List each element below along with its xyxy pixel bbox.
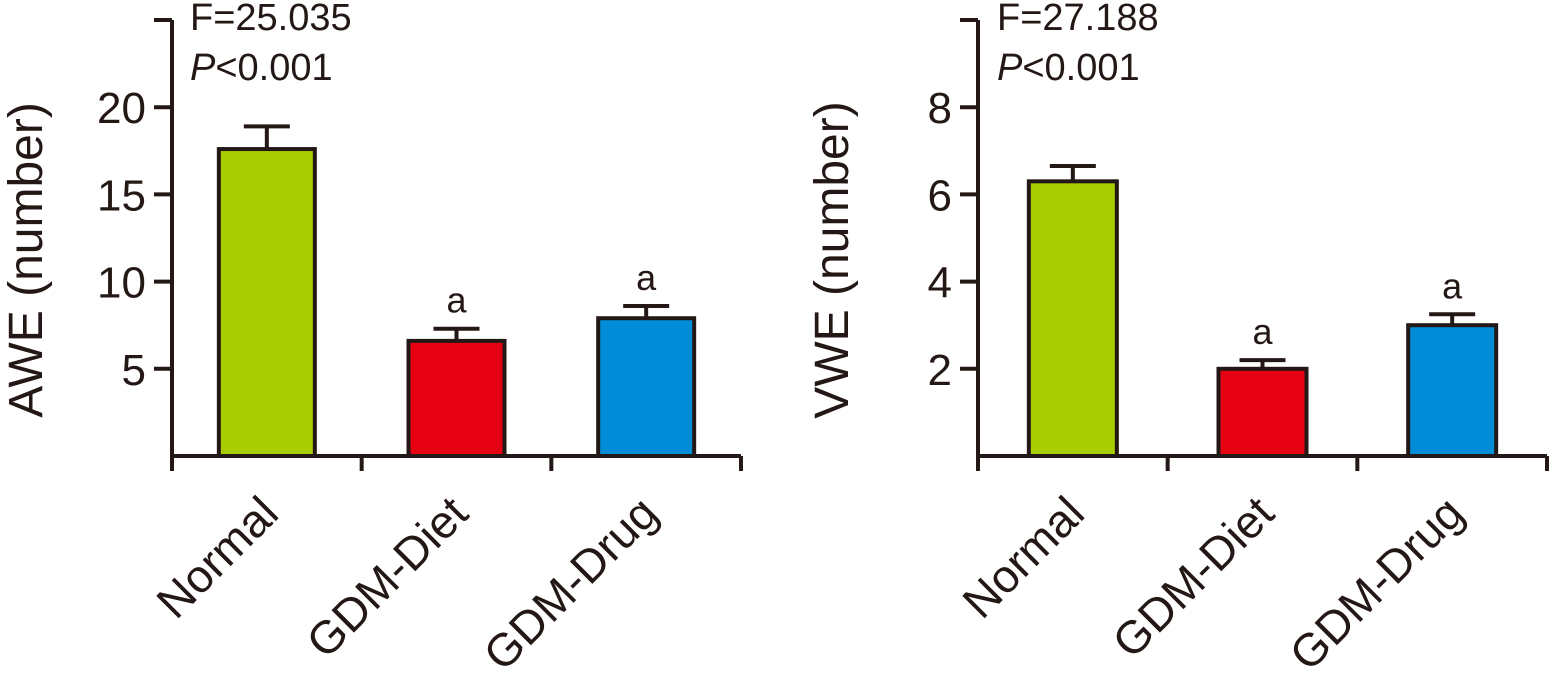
y-axis-title: AWE (number) (0, 102, 53, 418)
significance-label: a (1442, 265, 1463, 306)
y-tick-label: 2 (928, 346, 952, 395)
p-symbol: P (997, 47, 1023, 89)
x-category-label: GDM-Diet (296, 486, 477, 667)
y-tick-label: 6 (928, 171, 952, 220)
y-tick-label: 5 (122, 346, 146, 395)
bar-gdm-drug (596, 316, 697, 458)
p-symbol: P (190, 47, 216, 89)
f-statistic: F=25.035 (190, 0, 352, 39)
x-category-label: Normal (952, 486, 1094, 628)
x-category-label: GDM-Diet (1102, 486, 1283, 667)
y-tick-label: 4 (928, 259, 952, 308)
x-category-label: GDM-Drug (473, 486, 667, 680)
y-axis-title: VWE (number) (806, 101, 859, 418)
bar-gdm-drug (1406, 323, 1499, 459)
awe-chart-panel: AWE (number) F=25.035 P<0.001 5 10 15 20 Nor… (0, 0, 743, 680)
p-value-annotation: P<0.001 (190, 47, 333, 89)
significance-label: a (446, 280, 467, 321)
x-category-label: Normal (146, 486, 288, 628)
bar-gdm-diet (406, 338, 507, 458)
p-value: <0.001 (215, 47, 332, 89)
vwe-chart-panel: VWE (number) F=27.188 P<0.001 2 4 6 8 Normal… (806, 0, 1549, 680)
significance-label: a (1252, 311, 1273, 352)
y-tick-label: 15 (97, 171, 146, 220)
y-tick-label: 10 (97, 259, 146, 308)
bar-normal (216, 147, 317, 458)
bar-normal (1026, 179, 1119, 458)
y-tick-label: 20 (97, 84, 146, 133)
x-category-label: GDM-Drug (1279, 486, 1473, 680)
y-tick-label: 8 (928, 84, 952, 133)
significance-label: a (636, 257, 657, 298)
f-statistic: F=27.188 (997, 0, 1159, 39)
bar-gdm-diet (1216, 366, 1309, 458)
p-value-annotation: P<0.001 (997, 47, 1140, 89)
p-value: <0.001 (1022, 47, 1139, 89)
